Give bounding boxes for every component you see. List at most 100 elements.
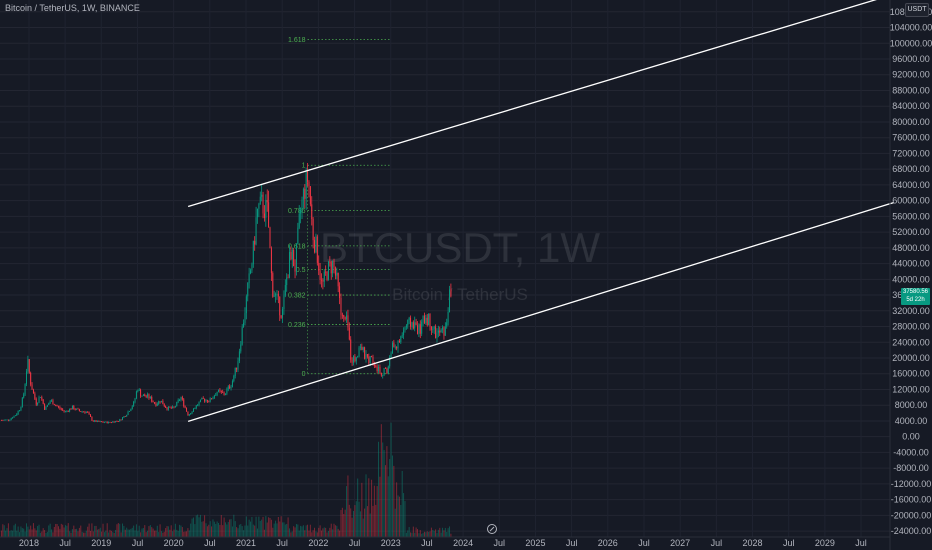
candle-body [312,219,314,241]
volume-bar [408,527,410,537]
volume-bar [28,529,30,537]
volume-bar [27,526,29,537]
volume-bar [183,531,185,537]
candle-body [244,313,246,323]
candle-body [422,315,424,322]
candle-body [437,330,439,333]
volume-bar [418,533,420,537]
time-tick-label: Jul [711,538,723,548]
replay-icon[interactable] [487,524,497,534]
candle-body [251,264,253,271]
candle-body [346,315,348,320]
candle-body [159,401,161,403]
time-tick-label: Jul [566,538,578,548]
candle-body [405,325,407,328]
volume-bar [268,517,270,537]
candle-body [14,415,16,417]
candle-body [195,405,197,409]
candle-body [358,347,360,357]
volume-bar [344,509,346,537]
volume-bar [62,524,64,537]
candle-body [327,261,329,280]
volume-bar [329,527,331,537]
candle-body [84,411,86,413]
candle-body [155,403,157,406]
volume-bar [279,521,281,537]
symbol-title[interactable]: Bitcoin / TetherUS, 1W, BINANCE [5,3,140,13]
time-tick-label: 2023 [381,538,401,548]
volume-bar [429,531,431,537]
candle-body [67,410,69,412]
channel-upper-line[interactable] [187,0,901,208]
candle-body [410,317,412,327]
candle-body [372,357,374,366]
price-tick-label: 96000.00 [892,54,930,64]
volume-bar [119,523,121,537]
price-tick-label: 44000.00 [892,259,930,269]
volume-bar [103,532,105,537]
candle-body [127,411,129,415]
candle-body [0,420,2,421]
candle-body [110,422,112,424]
volume-bar [53,526,55,537]
candle-body [42,399,44,404]
candle-body [252,240,254,265]
candle-body [64,411,66,413]
price-tick-label: 0.00 [902,432,920,442]
channel-lower-line[interactable] [187,201,894,422]
volume-bar [332,529,334,537]
volume-bar [63,527,65,537]
bar-countdown: 5d 22h [906,297,925,303]
volume-bar [90,530,92,537]
last-price-value: 37580.56 [902,289,929,295]
candle-body [174,406,176,408]
candle-body [275,293,277,296]
volume-bar [240,524,242,537]
candle-body [432,329,434,330]
volume-bar [173,529,175,537]
price-tick-label: 4000.00 [895,416,928,426]
volume-bar [396,482,398,537]
candle-body [339,286,341,298]
volume-bar [80,525,82,537]
volume-bar [302,525,304,537]
candle-body [180,397,182,401]
volume-bar [135,524,137,537]
volume-bar [204,515,206,537]
volume-bar [148,526,150,537]
candle-body [213,395,215,398]
candle-body [212,397,214,400]
candle-body [73,405,75,410]
parallel-channel[interactable] [187,0,901,422]
currency-button[interactable]: USDT [905,3,929,17]
price-axis[interactable]: 108000.00104000.00100000.0096000.0092000… [890,7,932,536]
price-tick-label: -12000.00 [891,479,932,489]
volume-bar [52,532,54,537]
time-axis[interactable]: 2018 Jul 2019 Jul 2020 Jul 2021 Jul 2022 Jul 2023 J… [19,538,867,548]
candle-body [138,389,140,391]
volume-bar [126,527,128,537]
candle-body [391,342,393,354]
candle-body [152,401,154,403]
volume-bar [237,528,239,537]
volume-bar [222,525,224,537]
volume-bar [31,529,33,537]
time-tick-label: Jul [349,538,361,548]
volume-bar [357,478,359,537]
volume-bar [41,531,43,537]
candle-body [265,199,267,218]
candle-body [117,421,119,422]
volume-bar [318,527,320,537]
candle-body [158,401,160,404]
candle-body [231,381,233,387]
candle-body [337,272,339,287]
volume-bar [154,530,156,537]
volume-bar [401,470,403,537]
volume-bar [226,524,228,537]
volume-bar [334,525,336,537]
time-tick-label: Jul [59,538,71,548]
candle-body [318,262,320,271]
candle-body [279,296,281,316]
candle-body [333,260,335,268]
